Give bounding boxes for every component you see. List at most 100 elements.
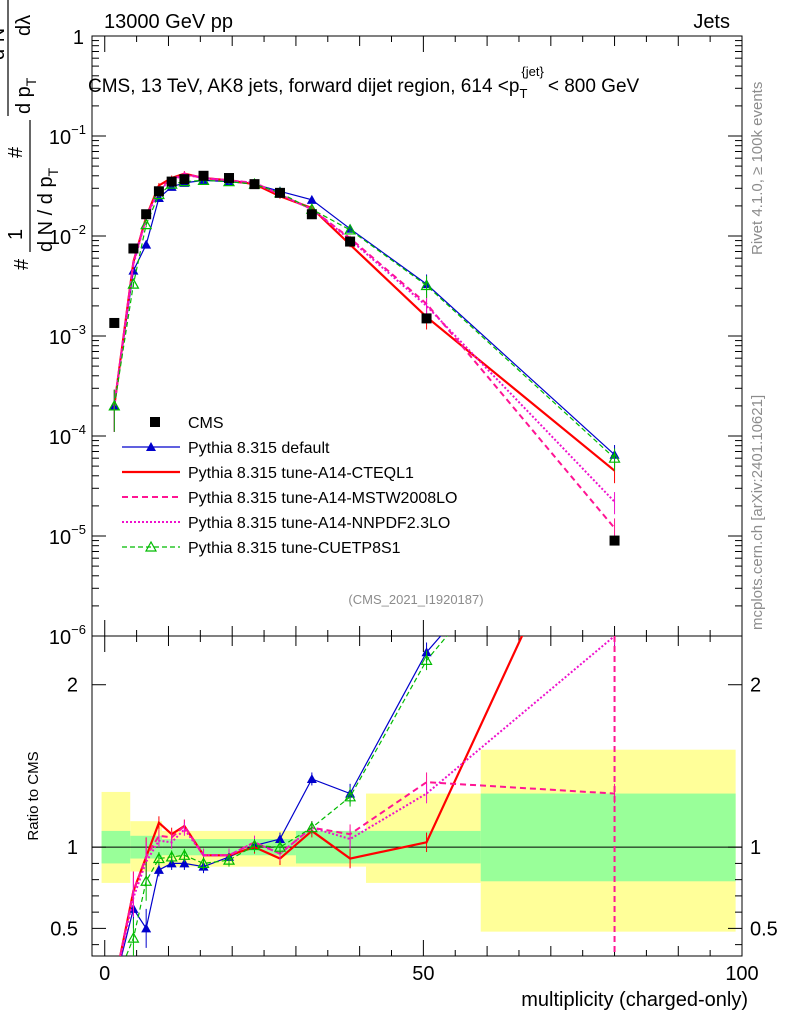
plot-title-main: CMS, 13 TeV, AK8 jets, forward dijet reg… <box>88 76 519 97</box>
ratio-y-tick-label-right: 0.5 <box>750 918 778 940</box>
cms-data-point <box>274 187 285 198</box>
main-marker <box>108 399 121 411</box>
ratio-series-clipped <box>109 636 616 989</box>
ylabel-hash2: # <box>5 146 27 158</box>
ratio-marker <box>420 654 433 665</box>
ratio-marker <box>141 923 152 933</box>
ratio-y-axis-label: Ratio to CMS <box>25 751 42 840</box>
main-marker <box>141 239 152 249</box>
x-tick-label: 50 <box>412 963 434 985</box>
legend-label-4: Pythia 8.315 tune-CUETP8S1 <box>188 540 401 557</box>
cms-data-point <box>421 313 432 324</box>
cms-data-point <box>109 317 120 328</box>
cms-data-point <box>141 209 152 220</box>
legend-marker-4 <box>144 540 158 552</box>
ylabel-one: 1 <box>5 229 27 240</box>
ratio-series-line-4 <box>125 636 448 956</box>
side-text-bottom: mcplots.cern.ch [arXiv:2401.10621] <box>749 395 766 630</box>
main-y-axis-label: # 1 d N / d pT # d²N d pT dλ <box>0 0 61 270</box>
cms-data-point <box>153 186 164 197</box>
ylabel-dn: d N / d pT <box>35 167 61 252</box>
legend-cms-marker <box>150 417 160 427</box>
analysis-tag: (CMS_2021_I1920187) <box>348 592 483 607</box>
ratio-marker <box>197 857 210 869</box>
legend-label-1: Pythia 8.315 tune-A14-CTEQL1 <box>188 465 414 482</box>
ylabel-d2n: d²N <box>0 28 9 60</box>
ratio-y-tick-label-left: 2 <box>67 675 78 697</box>
ratio-plot-frame <box>91 635 743 957</box>
cms-data-point <box>249 179 260 190</box>
ylabel-hash1: # <box>11 258 33 270</box>
main-y-tick-labels: 10−6 10−5 10−4 10−3 10−2 10−1 1 <box>49 27 86 649</box>
ratio-marker <box>305 821 318 833</box>
plot-title-sup: {jet} <box>521 64 544 79</box>
ratio-band-inner <box>480 793 736 882</box>
x-tick-label: 0 <box>99 963 110 985</box>
main-marker <box>344 223 357 235</box>
ratio-axis-ticks <box>92 684 742 946</box>
legend-label-3: Pythia 8.315 tune-A14-NNPDF2.3LO <box>188 515 450 532</box>
ratio-marker <box>344 790 357 802</box>
header-right: Jets <box>693 11 730 33</box>
main-y-tick-label: 10−1 <box>49 122 86 149</box>
ratio-marker <box>222 853 236 865</box>
main-y-tick-label: 10−2 <box>49 222 86 249</box>
main-y-tick-label: 10−3 <box>49 322 86 349</box>
ratio-marker <box>248 839 261 851</box>
main-y-tick-label: 1 <box>73 27 84 49</box>
ratio-y-tick-label-left: 0.5 <box>50 918 78 940</box>
cms-data-point <box>345 236 356 247</box>
main-series-group <box>108 170 621 546</box>
cms-data-point <box>306 209 317 220</box>
legend: CMS Pythia 8.315 default Pythia 8.315 tune… <box>122 415 457 557</box>
ratio-marker <box>165 850 178 862</box>
ratio-uncertainty-bands <box>92 749 742 932</box>
cms-data-point <box>198 170 209 181</box>
main-y-tick-label: 10−6 <box>49 622 86 649</box>
cms-data-point <box>166 176 177 187</box>
side-text-top: Rivet 4.1.0, ≥ 100k events <box>749 82 766 255</box>
x-tick-label: 100 <box>725 963 758 985</box>
ratio-marker <box>109 980 119 989</box>
main-series-clipped <box>108 170 621 546</box>
cms-data-point <box>128 243 139 254</box>
ratio-y-tick-label-right: 1 <box>750 837 761 859</box>
main-series-line-2 <box>113 172 616 529</box>
ratio-marker <box>178 849 191 860</box>
main-y-tick-label: 10−5 <box>49 522 86 549</box>
main-marker <box>608 451 621 463</box>
ratio-marker <box>179 858 190 868</box>
main-marker <box>306 194 317 204</box>
main-marker <box>420 279 433 291</box>
ratio-y-tick-label-right: 2 <box>750 675 761 697</box>
legend-label-0: Pythia 8.315 default <box>188 440 330 457</box>
ratio-y-tick-label-left: 1 <box>67 837 78 859</box>
main-marker <box>140 218 153 230</box>
legend-marker-0 <box>146 442 156 451</box>
ratio-marker <box>109 980 119 989</box>
ylabel-dpt: d pT <box>13 77 39 114</box>
ratio-series-group <box>109 636 616 989</box>
main-marker <box>127 277 140 289</box>
ratio-marker <box>152 852 165 864</box>
ratio-marker <box>127 931 140 943</box>
ylabel-dlambda: dλ <box>13 15 35 36</box>
ratio-marker <box>306 773 317 783</box>
ratio-marker <box>273 840 287 852</box>
ratio-series-line-3 <box>119 636 616 956</box>
x-tick-labels: 0 50 100 <box>99 963 759 985</box>
main-y-tick-label: 10−4 <box>49 422 86 449</box>
legend-cms-label: CMS <box>188 415 224 432</box>
plot-title: CMS, 13 TeV, AK8 jets, forward dijet reg… <box>88 64 640 101</box>
main-series-line-0 <box>113 179 615 456</box>
plot-title-sub: T <box>519 86 527 101</box>
x-axis-label: multiplicity (charged-only) <box>521 989 748 1011</box>
plot-title-end: < 800 GeV <box>548 76 640 97</box>
ratio-y-tick-labels: 0.5 0.5 1 1 2 2 <box>50 675 778 941</box>
ratio-marker <box>140 875 153 886</box>
ratio-marker <box>153 864 164 874</box>
header-left: 13000 GeV pp <box>104 11 233 33</box>
ratio-marker <box>274 834 285 844</box>
legend-label-2: Pythia 8.315 tune-A14-MSTW2008LO <box>188 490 457 507</box>
